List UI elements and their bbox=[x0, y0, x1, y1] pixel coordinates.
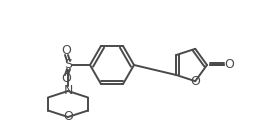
Text: O: O bbox=[224, 58, 234, 72]
Text: O: O bbox=[61, 45, 71, 58]
Text: O: O bbox=[63, 111, 73, 123]
Text: N: N bbox=[63, 85, 73, 98]
Text: O: O bbox=[190, 75, 200, 88]
Text: O: O bbox=[61, 72, 71, 85]
Text: S: S bbox=[64, 58, 72, 72]
